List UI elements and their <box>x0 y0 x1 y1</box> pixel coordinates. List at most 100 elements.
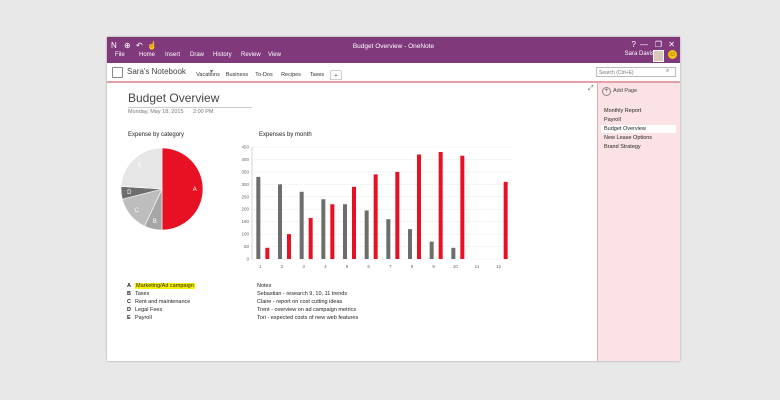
expand-icon[interactable]: ⤢ <box>588 85 594 92</box>
notes[interactable]: Notes Sebastian - research 9, 10, 11 tre… <box>257 282 358 322</box>
search-icon[interactable]: ⌕ <box>666 68 670 74</box>
pie-label: B <box>153 219 157 225</box>
page-title[interactable]: Budget Overview <box>128 91 220 105</box>
bar <box>451 247 456 259</box>
page-item-new-lease-options[interactable]: New Lease Options <box>604 135 652 141</box>
pie-chart-title: Expense by category <box>128 132 185 138</box>
bar <box>287 234 291 259</box>
avatar[interactable] <box>653 50 664 62</box>
y-tick-label: 50 <box>244 244 250 249</box>
bar <box>408 229 412 259</box>
title-bar: N ⊕ ↶ ☝ Budget Overview - OneNote ? — ❐ … <box>107 37 680 63</box>
page-item-monthly-report[interactable]: Monthly Report <box>604 108 642 114</box>
notes-line: Tori - expected costs of new web feature… <box>257 315 359 321</box>
x-tick-label: 10 <box>453 264 459 269</box>
touch-icon[interactable]: ☝ <box>147 41 157 50</box>
window-title: Budget Overview - OneNote <box>352 43 435 50</box>
user-name[interactable]: Sara Davis <box>624 51 654 57</box>
bar <box>330 204 335 259</box>
y-tick-label: 200 <box>241 207 249 212</box>
x-tick-label: 7 <box>389 264 392 269</box>
add-section-button[interactable]: + <box>330 70 342 80</box>
pie-label: C <box>135 208 140 214</box>
minimize-button[interactable]: — <box>640 40 648 49</box>
bar <box>343 204 347 259</box>
smiley-icon[interactable]: ☺ <box>668 50 677 59</box>
section-tab-todos[interactable]: To-Dos <box>255 72 273 78</box>
bar <box>321 199 326 259</box>
x-tick-label: 11 <box>475 264 480 269</box>
x-tick-label: 1 <box>259 264 262 269</box>
page-time: 2:00 PM <box>193 109 214 115</box>
x-tick-label: 12 <box>496 264 502 269</box>
chevron-down-icon[interactable]: ▾ <box>210 69 214 75</box>
section-tab-taxes[interactable]: Taxes <box>309 72 325 78</box>
x-tick-label: 3 <box>302 264 305 269</box>
legend: A Marketing/Ad campaign B Taxes C Rent and … <box>127 282 195 322</box>
page-item-payroll[interactable]: Payroll <box>604 117 621 123</box>
help-icon[interactable]: ? <box>631 40 636 49</box>
pie-slice-A <box>161 147 204 231</box>
bar <box>438 151 443 259</box>
pie-label: A <box>193 187 197 193</box>
x-tick-label: 9 <box>432 264 435 269</box>
title-divider <box>128 107 252 108</box>
legend-item: E Payroll <box>127 315 152 321</box>
undo-icon[interactable]: ↶ <box>136 41 143 50</box>
x-tick-label: 5 <box>346 264 349 269</box>
menu-file[interactable]: File <box>115 52 125 58</box>
legend-item: D Legal Fees <box>127 307 163 313</box>
section-tab-vacations[interactable]: Vacations <box>196 72 220 78</box>
close-button[interactable]: ✕ <box>668 40 675 49</box>
notebook-icon[interactable] <box>112 67 123 78</box>
bar <box>503 181 508 259</box>
restore-button[interactable]: ❐ <box>654 40 662 49</box>
x-tick-label: 2 <box>281 264 284 269</box>
ribbon-tabs: File Home Insert Draw History Review Vie… <box>107 51 680 63</box>
bar <box>256 176 261 259</box>
legend-item: B Taxes <box>127 291 150 297</box>
bar <box>429 241 434 259</box>
pie-label: E <box>138 163 142 169</box>
y-tick-label: 300 <box>241 182 249 187</box>
bar <box>308 217 313 259</box>
y-tick-label: 400 <box>241 157 249 162</box>
page-item-brand-strategy[interactable]: Brand Strategy <box>604 144 641 150</box>
notebook-name[interactable]: Sara's Notebook <box>127 67 186 76</box>
x-tick-label: 6 <box>367 264 370 269</box>
bar <box>265 247 270 259</box>
notebook-bar: Sara's Notebook ▾ Vacations Business To-… <box>107 63 680 83</box>
y-tick-label: 100 <box>241 232 249 237</box>
bar <box>460 155 465 259</box>
legend-item: C Rent and maintenance <box>127 299 191 305</box>
y-tick-label: 450 <box>241 145 249 150</box>
pages-pane: + Add Page Monthly Report Payroll Budget … <box>597 83 680 361</box>
page-date: Monday, May 18, 2015 <box>128 109 184 115</box>
page-item-budget-overview[interactable]: Budget Overview <box>601 125 676 133</box>
x-tick-label: 8 <box>411 264 414 269</box>
section-tab-recipes[interactable]: Recipes <box>281 72 301 78</box>
add-page-button[interactable]: + Add Page <box>602 87 637 96</box>
pie-label: D <box>127 190 132 196</box>
bar <box>395 171 400 259</box>
section-tab-business[interactable]: Business <box>225 72 249 78</box>
menu-draw[interactable]: Draw <box>190 52 205 58</box>
page-canvas[interactable]: ⤢ Budget Overview Monday, May 18, 2015 2… <box>107 83 597 361</box>
menu-history[interactable]: History <box>213 52 232 58</box>
search-input[interactable]: Search (Ctrl+E) <box>596 67 676 77</box>
pie-slice-E <box>121 147 163 190</box>
bar <box>364 210 369 259</box>
bar <box>417 154 421 259</box>
menu-insert[interactable]: Insert <box>165 52 181 58</box>
legend-item: A Marketing/Ad campaign <box>127 283 195 289</box>
bar <box>386 219 391 259</box>
bar <box>373 174 378 259</box>
y-tick-label: 350 <box>241 169 249 174</box>
x-tick-label: 4 <box>324 264 327 269</box>
menu-view[interactable]: View <box>268 52 281 58</box>
menu-review[interactable]: Review <box>241 52 261 58</box>
bar-chart-title: Expenses by month <box>259 132 312 138</box>
bar <box>278 184 282 259</box>
back-icon[interactable]: ⊕ <box>124 41 131 50</box>
menu-home[interactable]: Home <box>139 52 156 58</box>
